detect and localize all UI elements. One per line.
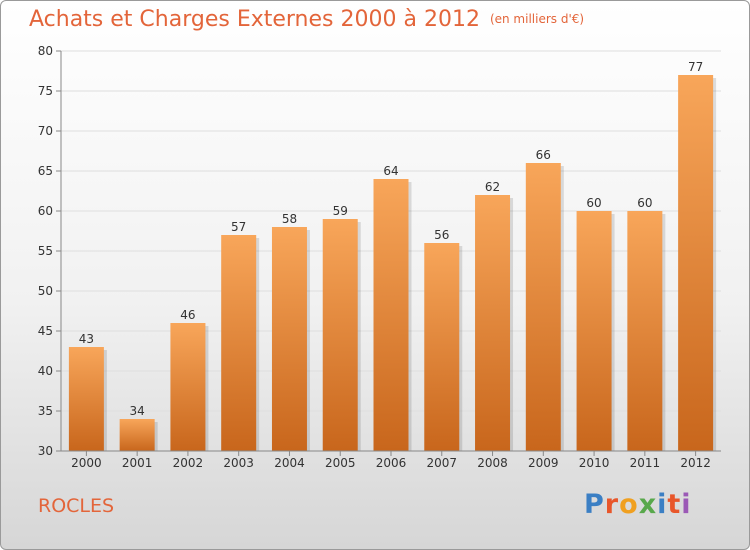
y-tick-label: 30 xyxy=(38,444,53,458)
bar-value-label: 56 xyxy=(434,228,449,242)
bar xyxy=(525,163,561,451)
logo-letter: r xyxy=(604,489,620,520)
bar xyxy=(119,419,155,451)
logo-letter: i xyxy=(657,489,668,520)
x-tick-label: 2003 xyxy=(223,456,254,470)
y-tick-label: 35 xyxy=(38,404,53,418)
chart-title-text: Achats et Charges Externes 2000 à 2012 xyxy=(29,7,480,32)
y-tick-label: 75 xyxy=(38,84,53,98)
bar-value-label: 58 xyxy=(282,212,297,226)
axes: 30 35 40 45 50 55 60 65 70 75 80 2000 2001 2002 2003 20… xyxy=(38,44,721,470)
bar xyxy=(221,235,257,451)
y-tick-label: 50 xyxy=(38,284,53,298)
chart-title: Achats et Charges Externes 2000 à 2012 (e… xyxy=(29,7,584,32)
bars: 43 34 46 57 58 59 64 56 62 66 60 60 77 xyxy=(68,60,717,451)
x-tick-label: 2008 xyxy=(477,456,508,470)
x-tick-label: 2001 xyxy=(122,456,153,470)
bar xyxy=(678,75,714,451)
bar xyxy=(373,179,409,451)
proxiti-logo[interactable]: Proxiti xyxy=(584,489,692,520)
y-tick-label: 60 xyxy=(38,204,53,218)
x-tick-label: 2010 xyxy=(579,456,610,470)
bar-value-label: 57 xyxy=(231,220,246,234)
commune-name: ROCLES xyxy=(38,495,115,517)
bar-value-label: 77 xyxy=(688,60,703,74)
x-tick-label: 2012 xyxy=(680,456,711,470)
bar xyxy=(271,227,307,451)
bar xyxy=(170,323,206,451)
logo-letter: o xyxy=(619,489,639,520)
y-tick-label: 70 xyxy=(38,124,53,138)
logo-letter: x xyxy=(638,489,658,520)
bar-value-label: 46 xyxy=(180,308,195,322)
chart-unit: (en milliers d'€) xyxy=(489,12,585,26)
x-tick-label: 2007 xyxy=(426,456,457,470)
y-tick-label: 65 xyxy=(38,164,53,178)
y-tick-label: 40 xyxy=(38,364,53,378)
y-tick-label: 45 xyxy=(38,324,53,338)
bar-value-label: 62 xyxy=(485,180,500,194)
bar xyxy=(322,219,358,451)
y-tick-label: 55 xyxy=(38,244,53,258)
bar xyxy=(627,211,663,451)
bar-value-label: 43 xyxy=(79,332,94,346)
x-tick-label: 2009 xyxy=(528,456,559,470)
x-tick-label: 2000 xyxy=(71,456,102,470)
x-tick-label: 2011 xyxy=(630,456,661,470)
bar-value-label: 60 xyxy=(586,196,601,210)
x-tick-label: 2005 xyxy=(325,456,356,470)
bar xyxy=(475,195,511,451)
bar xyxy=(68,347,104,451)
bar-value-label: 64 xyxy=(383,164,398,178)
bar-value-label: 59 xyxy=(333,204,348,218)
bar-value-label: 60 xyxy=(637,196,652,210)
logo-letter: P xyxy=(584,489,605,520)
x-tick-label: 2006 xyxy=(376,456,407,470)
y-tick-label: 80 xyxy=(38,44,53,58)
logo-letter: t xyxy=(667,489,682,520)
bar-value-label: 66 xyxy=(536,148,551,162)
x-tick-label: 2004 xyxy=(274,456,305,470)
logo-letter: i xyxy=(681,489,692,520)
bar xyxy=(576,211,612,451)
bar xyxy=(424,243,460,451)
bar-value-label: 34 xyxy=(130,404,145,418)
x-tick-label: 2002 xyxy=(173,456,204,470)
